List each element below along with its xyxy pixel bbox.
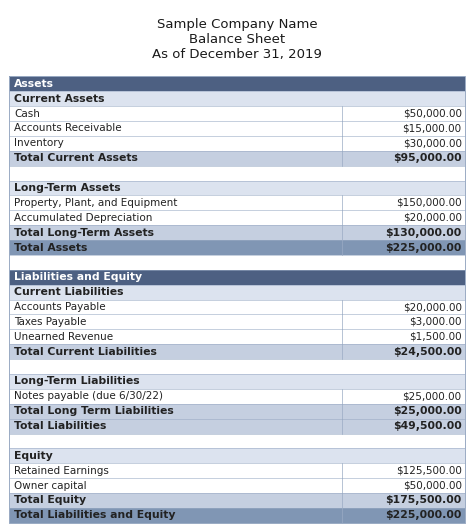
Text: Accumulated Depreciation: Accumulated Depreciation xyxy=(14,213,153,223)
Text: Current Liabilities: Current Liabilities xyxy=(14,287,124,297)
Text: Total Current Liabilities: Total Current Liabilities xyxy=(14,347,157,357)
Text: Current Assets: Current Assets xyxy=(14,94,105,104)
FancyBboxPatch shape xyxy=(9,255,465,270)
Text: Property, Plant, and Equipment: Property, Plant, and Equipment xyxy=(14,198,178,208)
FancyBboxPatch shape xyxy=(9,448,465,463)
FancyBboxPatch shape xyxy=(9,404,465,418)
Text: Notes payable (due 6/30/22): Notes payable (due 6/30/22) xyxy=(14,392,163,402)
Text: $175,500.00: $175,500.00 xyxy=(385,495,462,505)
Text: $95,000.00: $95,000.00 xyxy=(393,153,462,163)
Text: Equity: Equity xyxy=(14,451,53,461)
Text: $24,500.00: $24,500.00 xyxy=(393,347,462,357)
Text: Total Long-Term Assets: Total Long-Term Assets xyxy=(14,228,154,238)
FancyBboxPatch shape xyxy=(9,418,465,434)
Text: Retained Earnings: Retained Earnings xyxy=(14,466,109,476)
FancyBboxPatch shape xyxy=(9,299,465,315)
Text: $1,500.00: $1,500.00 xyxy=(409,332,462,342)
Text: Long-Term Assets: Long-Term Assets xyxy=(14,183,121,193)
Text: Taxes Payable: Taxes Payable xyxy=(14,317,87,327)
FancyBboxPatch shape xyxy=(9,374,465,389)
Text: $150,000.00: $150,000.00 xyxy=(396,198,462,208)
Text: $50,000.00: $50,000.00 xyxy=(403,481,462,491)
Text: Total Liabilities and Equity: Total Liabilities and Equity xyxy=(14,510,176,520)
Text: $225,000.00: $225,000.00 xyxy=(385,242,462,252)
FancyBboxPatch shape xyxy=(9,210,465,225)
Text: Accounts Payable: Accounts Payable xyxy=(14,302,106,312)
FancyBboxPatch shape xyxy=(9,434,465,448)
Text: $25,000.00: $25,000.00 xyxy=(402,392,462,402)
Text: Total Liabilities: Total Liabilities xyxy=(14,421,107,431)
Text: $130,000.00: $130,000.00 xyxy=(385,228,462,238)
FancyBboxPatch shape xyxy=(9,463,465,478)
FancyBboxPatch shape xyxy=(9,359,465,374)
FancyBboxPatch shape xyxy=(9,121,465,136)
FancyBboxPatch shape xyxy=(9,76,465,91)
Text: $3,000.00: $3,000.00 xyxy=(409,317,462,327)
FancyBboxPatch shape xyxy=(9,508,465,523)
Text: $125,500.00: $125,500.00 xyxy=(396,466,462,476)
Text: $25,000.00: $25,000.00 xyxy=(393,406,462,416)
FancyBboxPatch shape xyxy=(9,270,465,285)
FancyBboxPatch shape xyxy=(9,329,465,344)
Text: $20,000.00: $20,000.00 xyxy=(403,302,462,312)
Text: $30,000.00: $30,000.00 xyxy=(403,139,462,149)
Text: Assets: Assets xyxy=(14,79,54,89)
FancyBboxPatch shape xyxy=(9,181,465,196)
Text: As of December 31, 2019: As of December 31, 2019 xyxy=(152,48,322,61)
Text: Total Equity: Total Equity xyxy=(14,495,86,505)
FancyBboxPatch shape xyxy=(9,389,465,404)
FancyBboxPatch shape xyxy=(9,91,465,106)
FancyBboxPatch shape xyxy=(9,106,465,121)
FancyBboxPatch shape xyxy=(9,196,465,210)
Text: Liabilities and Equity: Liabilities and Equity xyxy=(14,272,142,282)
Text: Unearned Revenue: Unearned Revenue xyxy=(14,332,113,342)
Text: Total Long Term Liabilities: Total Long Term Liabilities xyxy=(14,406,174,416)
FancyBboxPatch shape xyxy=(9,165,465,181)
FancyBboxPatch shape xyxy=(9,478,465,493)
Text: $50,000.00: $50,000.00 xyxy=(403,109,462,119)
FancyBboxPatch shape xyxy=(9,344,465,359)
FancyBboxPatch shape xyxy=(9,315,465,329)
FancyBboxPatch shape xyxy=(9,136,465,151)
Text: Accounts Receivable: Accounts Receivable xyxy=(14,123,122,133)
Text: $15,000.00: $15,000.00 xyxy=(402,123,462,133)
Text: Inventory: Inventory xyxy=(14,139,64,149)
FancyBboxPatch shape xyxy=(9,151,465,165)
Text: Owner capital: Owner capital xyxy=(14,481,87,491)
Text: Sample Company Name: Sample Company Name xyxy=(157,18,317,32)
FancyBboxPatch shape xyxy=(9,225,465,240)
Text: Total Assets: Total Assets xyxy=(14,242,88,252)
Text: $225,000.00: $225,000.00 xyxy=(385,510,462,520)
Text: $20,000.00: $20,000.00 xyxy=(403,213,462,223)
Text: Cash: Cash xyxy=(14,109,40,119)
Text: $49,500.00: $49,500.00 xyxy=(393,421,462,431)
Text: Balance Sheet: Balance Sheet xyxy=(189,33,285,46)
Text: Total Current Assets: Total Current Assets xyxy=(14,153,138,163)
Text: Long-Term Liabilities: Long-Term Liabilities xyxy=(14,376,140,386)
FancyBboxPatch shape xyxy=(9,493,465,508)
FancyBboxPatch shape xyxy=(9,240,465,255)
FancyBboxPatch shape xyxy=(9,285,465,299)
